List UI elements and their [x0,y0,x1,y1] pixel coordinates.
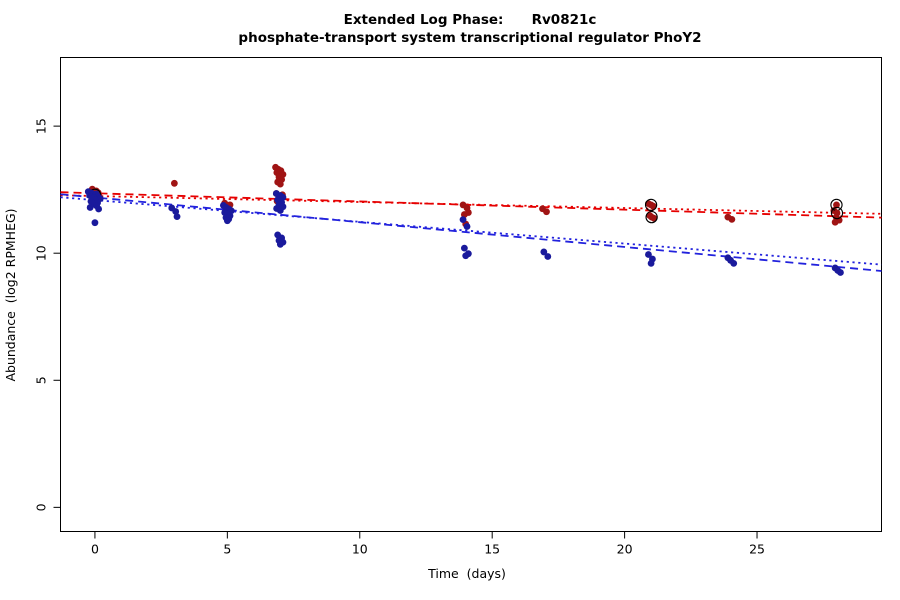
data-point-blue-condition [460,244,468,252]
circled-marker [830,206,844,220]
chart-subtitle: phosphate-transport system transcription… [238,30,701,46]
data-point-blue-condition [645,251,652,258]
data-point-blue-condition [647,259,655,267]
data-point-blue-condition [276,240,284,248]
data-point-red-condition [647,201,655,209]
circled-marker [645,210,658,224]
data-point-red-condition [543,208,550,216]
data-point-blue-condition [279,193,287,201]
chart-title: Extended Log Phase: Rv0821c [344,12,597,28]
data-point-blue-condition [173,213,181,221]
fit-line-blue-condition-dashed [60,193,882,272]
data-point-blue-condition [544,253,552,260]
data-point-blue-condition [91,219,99,227]
data-point-blue-condition [459,216,467,224]
plot-area: 0 5 10 15 20 25 0 5 10 15 [34,57,882,557]
data-point-red-condition [276,180,284,188]
x-tick-label: 5 [223,542,231,557]
x-tick-label: 10 [352,542,368,557]
data-point-red-condition [833,201,840,209]
fit-line-red-condition-dashed [60,191,882,219]
data-point-blue-condition [540,248,548,256]
fit-line-blue-condition-dotted [60,196,882,266]
plot-box [60,57,882,532]
data-point-red-condition [170,179,178,187]
data-point-red-condition [833,209,841,217]
data-point-blue-condition [223,217,231,225]
y-tick-label: 15 [34,118,49,134]
y-tick-label: 0 [34,503,49,511]
data-point-blue-condition [86,204,94,211]
data-point-blue-condition [837,269,844,276]
y-tick-label: 5 [34,376,49,384]
data-point-blue-condition [172,208,180,215]
x-tick-label: 25 [749,542,765,557]
x-tick-label: 15 [484,542,500,557]
data-point-blue-condition [95,205,103,213]
x-tick-label: 0 [91,542,99,557]
y-tick-label: 10 [34,245,49,261]
data-point-red-condition [460,211,468,218]
data-point-blue-condition [730,259,738,267]
circled-marker [644,198,658,212]
data-point-blue-condition [463,223,471,230]
data-point-blue-condition [462,252,470,260]
data-point-red-condition [648,213,656,221]
data-point-blue-condition [276,207,284,214]
x-axis-label: Time (days) [427,566,506,581]
data-point-red-condition [831,218,839,226]
data-point-red-condition [728,215,736,223]
y-axis-label: Abundance (log2 RPMHEG) [3,208,18,381]
x-tick-label: 20 [617,542,633,557]
